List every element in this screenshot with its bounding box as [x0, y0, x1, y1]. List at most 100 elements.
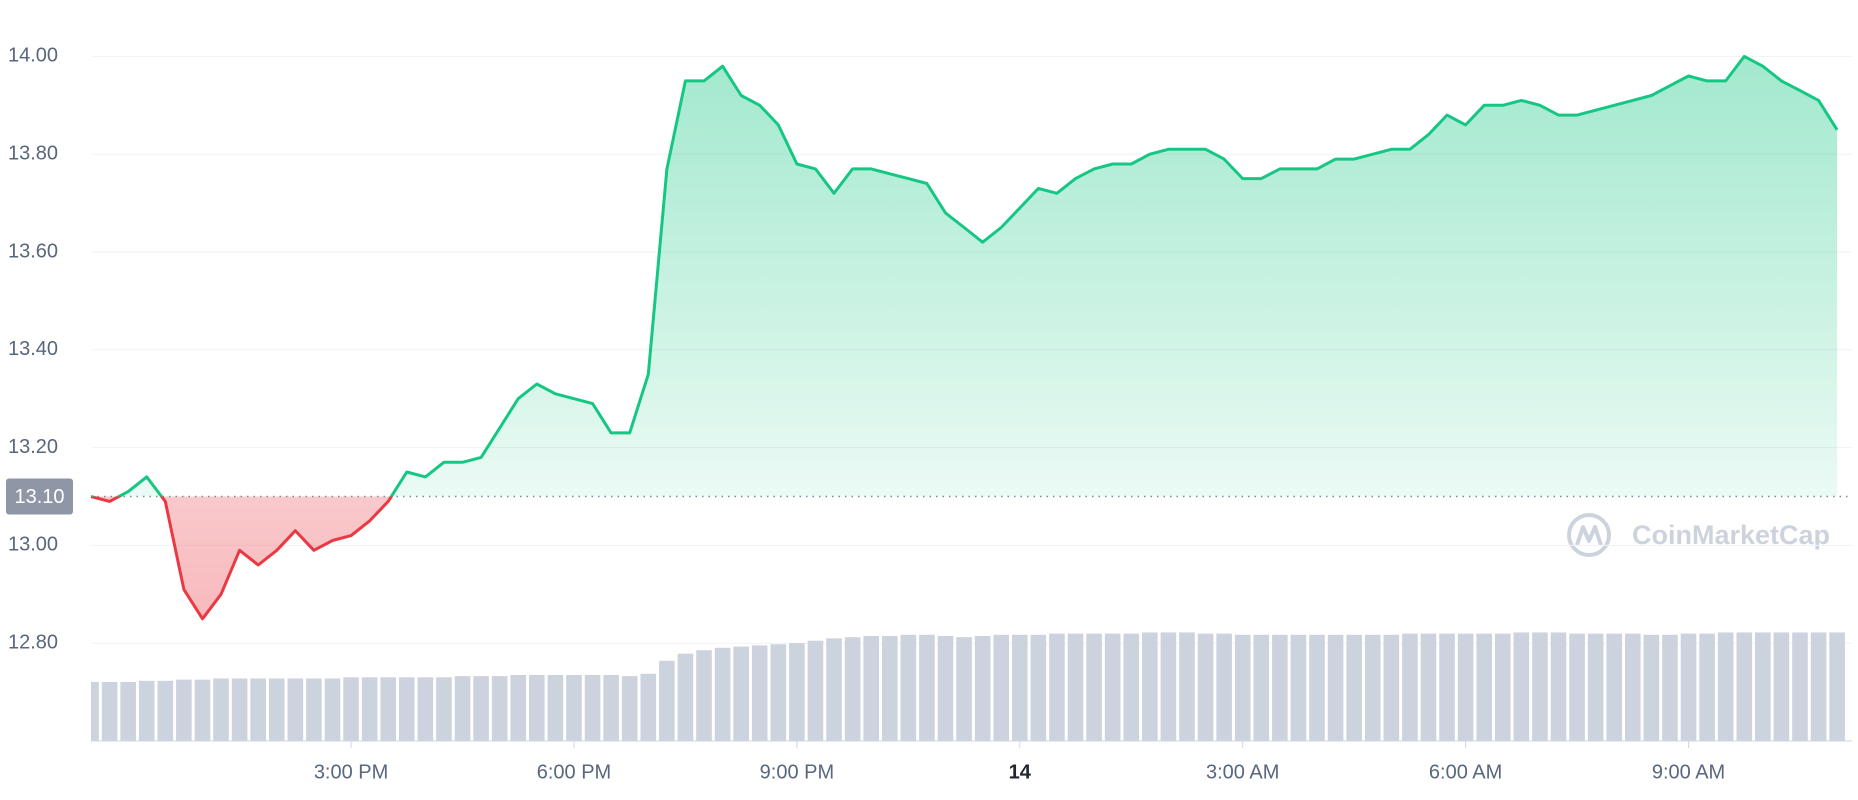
volume-bar	[881, 635, 898, 741]
volume-bars	[91, 632, 1845, 741]
volume-bar	[1142, 632, 1158, 741]
volume-bar	[529, 674, 545, 741]
volume-bar	[306, 678, 322, 741]
area-up	[91, 56, 1838, 497]
volume-bar	[324, 678, 341, 741]
volume-bar	[1625, 633, 1641, 741]
volume-bar	[1439, 633, 1455, 741]
watermark: CoinMarketCap	[1567, 513, 1830, 557]
volume-bar	[1086, 633, 1102, 741]
volume-bar	[993, 634, 1010, 741]
volume-bar	[677, 653, 694, 741]
volume-bar	[1049, 633, 1065, 741]
volume-bar	[863, 635, 879, 741]
volume-bar	[1309, 634, 1325, 741]
volume-bar	[1216, 633, 1232, 741]
x-tick-label: 6:00 PM	[537, 761, 611, 783]
area-down	[91, 496, 1838, 619]
volume-bar	[751, 645, 768, 741]
volume-bar	[454, 676, 471, 741]
volume-bar	[287, 678, 304, 741]
volume-bar	[101, 682, 118, 741]
volume-bar	[361, 677, 378, 741]
volume-bar	[1253, 634, 1270, 741]
volume-bar	[1513, 632, 1530, 741]
volume-bar	[1420, 633, 1437, 741]
price-line-down	[90, 496, 394, 621]
volume-bar	[714, 647, 731, 741]
volume-bar	[1272, 634, 1288, 741]
volume-bar	[250, 678, 266, 741]
volume-bar	[566, 674, 582, 741]
volume-bar	[157, 680, 174, 741]
volume-bar	[1587, 633, 1604, 741]
volume-bar	[1197, 633, 1214, 741]
x-tick-label: 3:00 AM	[1206, 761, 1279, 783]
watermark-logo-m	[1575, 525, 1603, 546]
volume-bar	[1643, 634, 1660, 741]
y-tick-label: 13.60	[8, 240, 58, 262]
volume-bar	[1067, 633, 1084, 741]
volume-bar	[584, 674, 601, 741]
volume-bar	[1364, 634, 1381, 741]
x-tick-label: 3:00 PM	[314, 761, 388, 783]
volume-bar	[1476, 633, 1492, 741]
volume-bar	[194, 679, 211, 741]
volume-bar	[231, 678, 248, 741]
volume-bar	[919, 634, 935, 741]
volume-bar	[120, 682, 136, 741]
volume-bar	[213, 678, 229, 741]
volume-bar	[436, 677, 452, 741]
volume-bar	[138, 680, 155, 741]
volume-bar	[659, 660, 675, 741]
volume-bar	[1680, 633, 1697, 741]
volume-bar	[1494, 633, 1511, 741]
volume-bar	[547, 674, 564, 741]
x-tick-label: 14	[1009, 761, 1032, 783]
baseline-label: 13.10	[14, 486, 64, 508]
volume-bar	[1532, 632, 1548, 741]
volume-bar	[826, 638, 842, 741]
volume-bar	[1011, 634, 1028, 741]
volume-bar	[1662, 634, 1678, 741]
baseline-label-box	[6, 478, 73, 515]
volume-bar	[937, 635, 954, 741]
volume-bar	[268, 678, 285, 741]
price-line-up	[91, 54, 1839, 497]
volume-bar	[603, 674, 619, 741]
volume-bar	[176, 679, 192, 741]
volume-bar	[1104, 633, 1121, 741]
volume-bar	[1550, 632, 1567, 741]
y-tick-label: 12.80	[8, 631, 58, 653]
volume-bar	[621, 676, 638, 741]
volume-bar	[1457, 633, 1474, 741]
volume-bar	[844, 637, 861, 741]
y-tick-label: 13.80	[8, 142, 58, 164]
volume-bar	[1810, 632, 1827, 741]
volume-bar	[1717, 632, 1734, 741]
y-tick-label: 13.00	[8, 534, 58, 556]
volume-bar	[380, 677, 397, 741]
volume-bar	[91, 682, 99, 741]
volume-bar	[956, 637, 972, 741]
volume-bar	[974, 635, 991, 741]
volume-bar	[1179, 632, 1195, 741]
x-tick-label: 9:00 AM	[1652, 761, 1725, 783]
x-tick-label: 6:00 AM	[1429, 761, 1502, 783]
volume-bar	[1402, 633, 1418, 741]
volume-bar	[1030, 634, 1047, 741]
volume-bar	[473, 676, 489, 741]
volume-bar	[1160, 632, 1177, 741]
volume-bar	[1290, 634, 1307, 741]
y-tick-label: 13.20	[8, 436, 58, 458]
volume-bar	[1736, 632, 1753, 741]
volume-bar	[417, 677, 434, 741]
volume-bar	[1699, 633, 1715, 741]
volume-bar	[733, 646, 749, 741]
volume-bar	[1346, 634, 1362, 741]
volume-bar	[789, 643, 805, 741]
volume-bar	[1123, 633, 1140, 741]
volume-bar	[1383, 634, 1400, 741]
x-tick-label: 9:00 PM	[760, 761, 834, 783]
